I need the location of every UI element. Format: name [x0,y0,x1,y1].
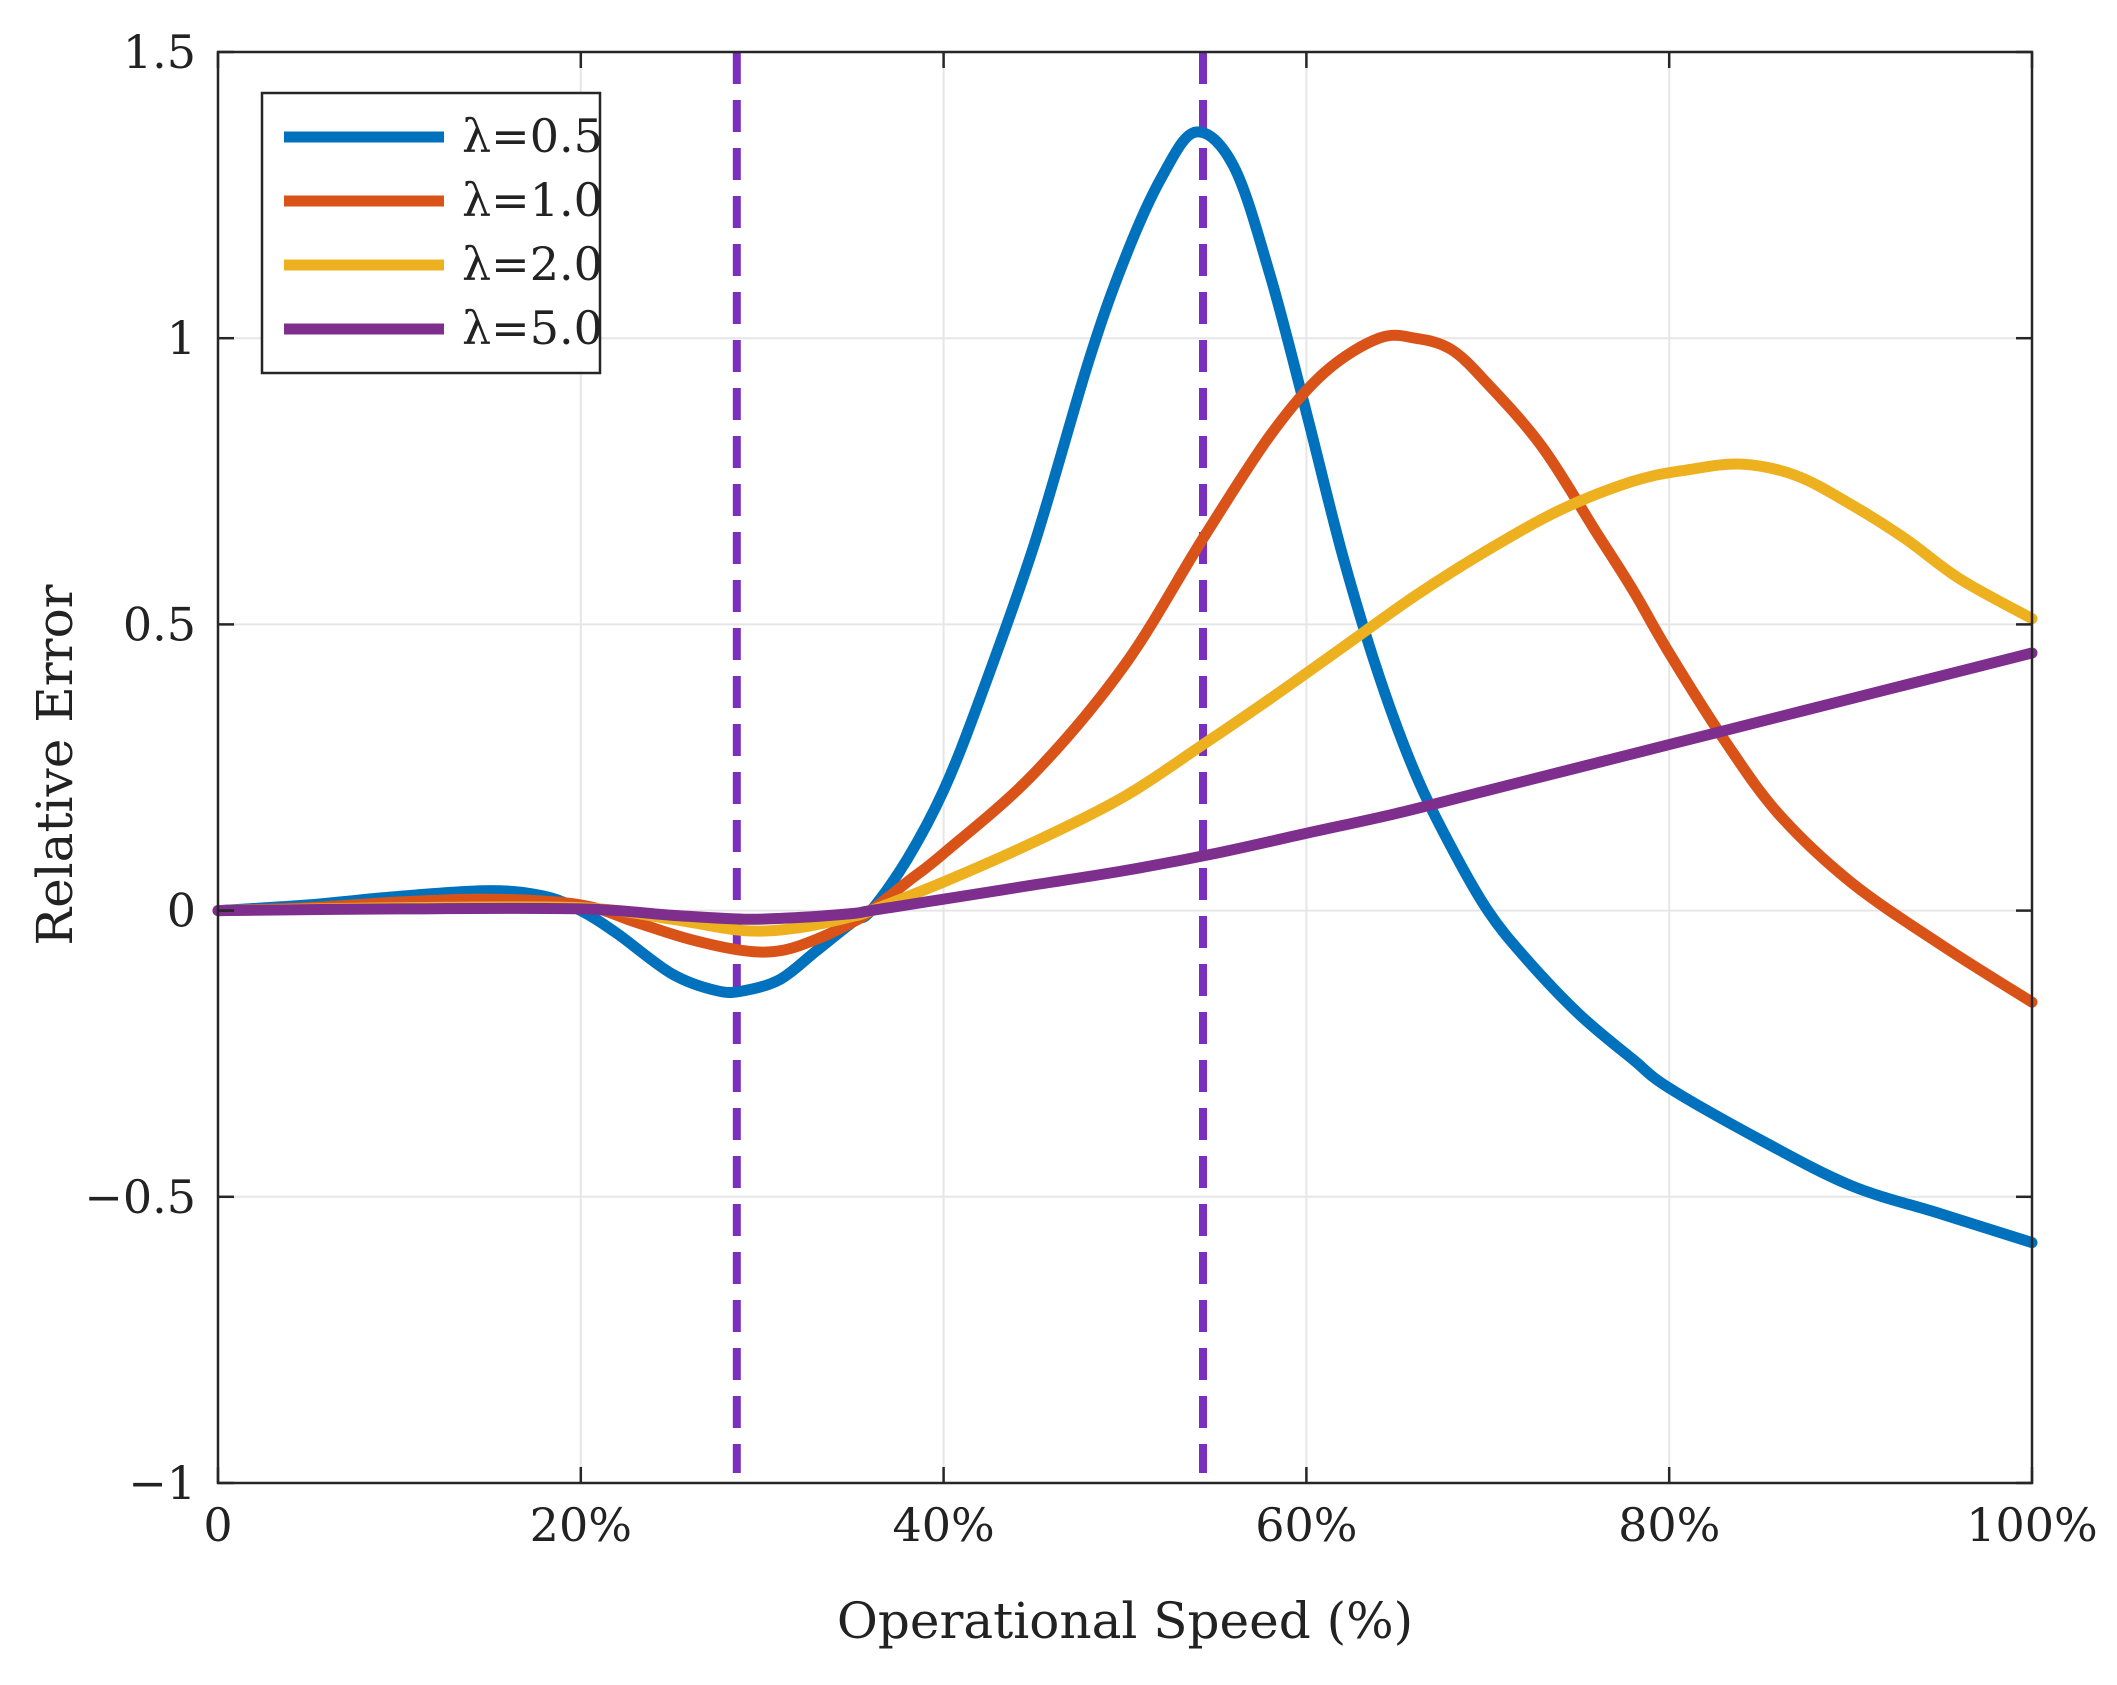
vertical-reference-lines [732,52,1208,1473]
x-tick-label-4: 80% [1618,1498,1720,1552]
legend-label-3: λ=5.0 [462,301,603,355]
legend-label-0: λ=0.5 [462,109,603,163]
y-axis-label: Relative Error [26,584,84,945]
y-tick-label-0: −1 [128,1456,196,1510]
x-tick-label-0: 0 [203,1498,232,1552]
y-tick-label-2: 0 [167,884,196,938]
x-tick-label-2: 40% [892,1498,994,1552]
axes-box [216,50,2034,1485]
series-lines [212,126,2038,1249]
series-line-2 [212,458,2038,937]
y-tick-label-4: 1 [167,311,196,365]
series-line-0 [212,126,2038,1249]
x-tick-label-3: 60% [1255,1498,1357,1552]
legend: λ=0.5 λ=1.0 λ=2.0 λ=5.0 [260,91,603,375]
legend-label-2: λ=2.0 [462,237,603,291]
x-tick-label-5: 100% [1966,1498,2098,1552]
y-tick-label-5: 1.5 [123,25,196,79]
legend-label-1: λ=1.0 [462,173,603,227]
series-line-1 [212,329,2038,1008]
y-tick-label-1: −0.5 [84,1170,196,1224]
axis-ticks: 0 20% 40% 60% 80% 100% −1 −0.5 0 0.5 1 1.5 [84,25,2097,1552]
series-line-3 [212,647,2038,925]
y-tick-label-3: 0.5 [123,597,196,651]
x-axis-label: Operational Speed (%) [837,1592,1413,1650]
x-tick-label-1: 20% [530,1498,632,1552]
plot-frame [216,50,2034,1485]
